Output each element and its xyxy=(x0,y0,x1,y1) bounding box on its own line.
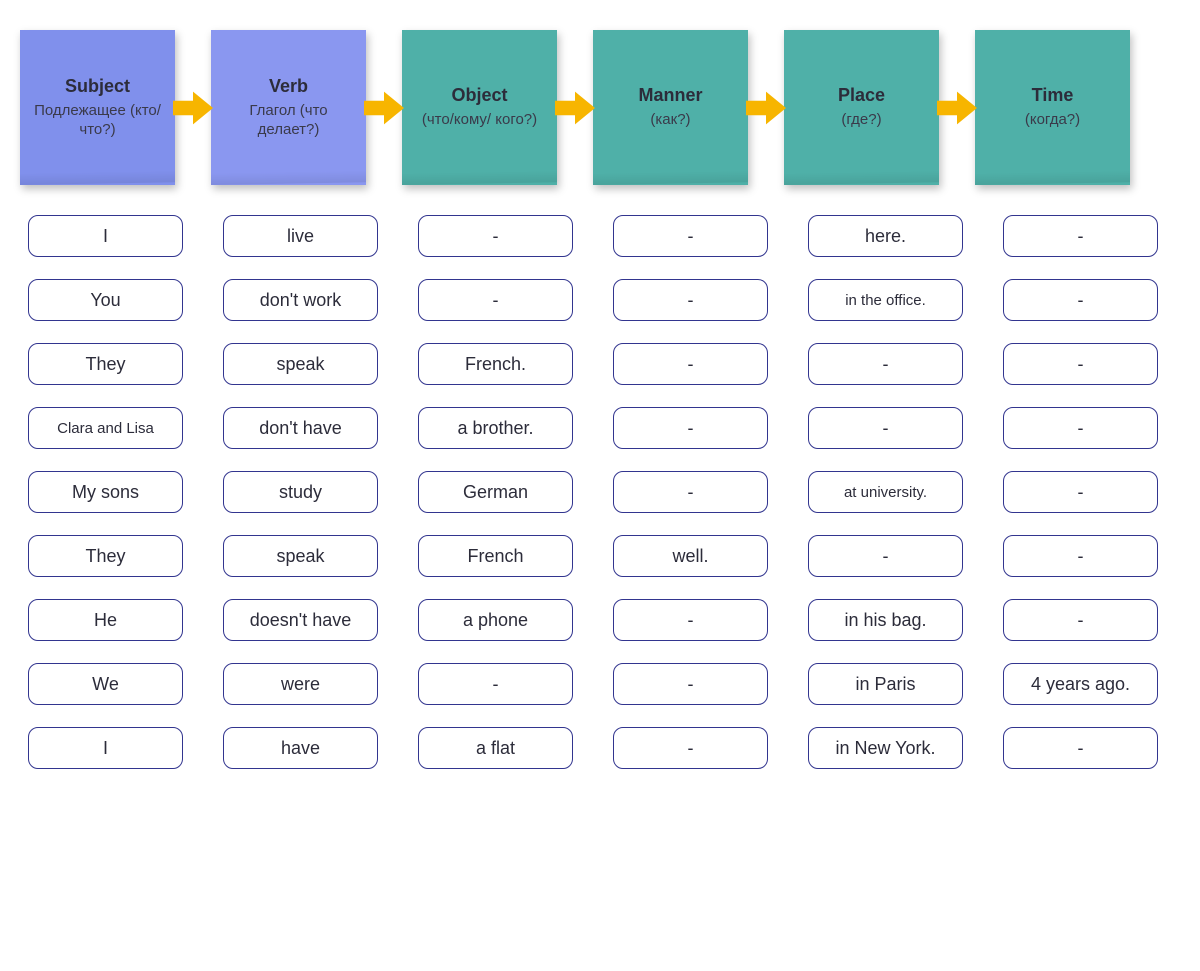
sticky-note: Place (где?) xyxy=(784,30,939,185)
table-cell: in Paris xyxy=(808,663,963,705)
table-cell: We xyxy=(28,663,183,705)
table-cell: were xyxy=(223,663,378,705)
grammar-infographic: Subject Подлежащее (кто/что?) Verb Глагол (… xyxy=(20,30,1180,769)
table-cell: well. xyxy=(613,535,768,577)
table-cell: - xyxy=(613,343,768,385)
table-cell: don't have xyxy=(223,407,378,449)
table-row: Ilive--here.- xyxy=(28,215,1172,257)
table-cell: - xyxy=(1003,599,1158,641)
sticky-subtitle: (как?) xyxy=(650,110,690,130)
arrow-icon xyxy=(555,88,595,128)
table-cell: I xyxy=(28,215,183,257)
sticky-title: Time xyxy=(1032,85,1074,106)
sticky-title: Manner xyxy=(638,85,702,106)
table-cell: speak xyxy=(223,535,378,577)
sticky-note: Subject Подлежащее (кто/что?) xyxy=(20,30,175,185)
table-cell: study xyxy=(223,471,378,513)
table-cell: a brother. xyxy=(418,407,573,449)
table-cell: - xyxy=(613,599,768,641)
table-cell: My sons xyxy=(28,471,183,513)
examples-table: Ilive--here.-Youdon't work--in the offic… xyxy=(20,215,1180,769)
table-cell: German xyxy=(418,471,573,513)
sticky-note: Verb Глагол (что делает?) xyxy=(211,30,366,185)
sticky-note: Time (когда?) xyxy=(975,30,1130,185)
table-cell: - xyxy=(808,407,963,449)
table-cell: - xyxy=(613,727,768,769)
sticky-title: Place xyxy=(838,85,885,106)
table-cell: speak xyxy=(223,343,378,385)
table-cell: live xyxy=(223,215,378,257)
table-cell: - xyxy=(1003,343,1158,385)
table-cell: French. xyxy=(418,343,573,385)
table-cell: have xyxy=(223,727,378,769)
sticky-subtitle: (когда?) xyxy=(1025,110,1080,130)
table-cell: at university. xyxy=(808,471,963,513)
table-cell: - xyxy=(1003,407,1158,449)
arrow-icon xyxy=(746,88,786,128)
table-cell: They xyxy=(28,343,183,385)
table-cell: doesn't have xyxy=(223,599,378,641)
table-cell: in his bag. xyxy=(808,599,963,641)
table-row: TheyspeakFrenchwell.-- xyxy=(28,535,1172,577)
table-row: Youdon't work--in the office.- xyxy=(28,279,1172,321)
table-cell: - xyxy=(418,663,573,705)
table-cell: - xyxy=(613,279,768,321)
table-cell: a flat xyxy=(418,727,573,769)
table-cell: - xyxy=(418,215,573,257)
table-cell: 4 years ago. xyxy=(1003,663,1158,705)
table-cell: - xyxy=(808,535,963,577)
table-cell: in New York. xyxy=(808,727,963,769)
arrow-icon xyxy=(937,88,977,128)
sticky-header-row: Subject Подлежащее (кто/что?) Verb Глагол (… xyxy=(20,30,1180,185)
table-cell: - xyxy=(1003,279,1158,321)
sticky-subtitle: (что/кому/ кого?) xyxy=(422,110,537,130)
table-cell: French xyxy=(418,535,573,577)
table-cell: here. xyxy=(808,215,963,257)
sticky-subtitle: Глагол (что делает?) xyxy=(221,101,356,140)
table-cell: I xyxy=(28,727,183,769)
table-row: Hedoesn't havea phone-in his bag.- xyxy=(28,599,1172,641)
table-cell: They xyxy=(28,535,183,577)
sticky-title: Object xyxy=(451,85,507,106)
sticky-title: Verb xyxy=(269,76,308,97)
sticky-subtitle: (где?) xyxy=(841,110,881,130)
table-row: Clara and Lisadon't havea brother.--- xyxy=(28,407,1172,449)
arrow-icon xyxy=(364,88,404,128)
sticky-subtitle: Подлежащее (кто/что?) xyxy=(30,101,165,140)
sticky-note: Object (что/кому/ кого?) xyxy=(402,30,557,185)
table-cell: - xyxy=(1003,215,1158,257)
table-cell: - xyxy=(1003,727,1158,769)
table-cell: - xyxy=(613,471,768,513)
table-row: Ihavea flat-in New York.- xyxy=(28,727,1172,769)
table-row: My sonsstudyGerman-at university.- xyxy=(28,471,1172,513)
table-cell: a phone xyxy=(418,599,573,641)
table-row: TheyspeakFrench.--- xyxy=(28,343,1172,385)
table-cell: - xyxy=(613,663,768,705)
table-cell: You xyxy=(28,279,183,321)
arrow-icon xyxy=(173,88,213,128)
table-cell: - xyxy=(613,407,768,449)
sticky-note: Manner (как?) xyxy=(593,30,748,185)
table-cell: - xyxy=(1003,471,1158,513)
table-cell: in the office. xyxy=(808,279,963,321)
table-cell: Clara and Lisa xyxy=(28,407,183,449)
table-cell: - xyxy=(613,215,768,257)
sticky-title: Subject xyxy=(65,76,130,97)
table-cell: - xyxy=(808,343,963,385)
table-cell: don't work xyxy=(223,279,378,321)
table-cell: - xyxy=(1003,535,1158,577)
table-row: Wewere--in Paris4 years ago. xyxy=(28,663,1172,705)
table-cell: He xyxy=(28,599,183,641)
table-cell: - xyxy=(418,279,573,321)
